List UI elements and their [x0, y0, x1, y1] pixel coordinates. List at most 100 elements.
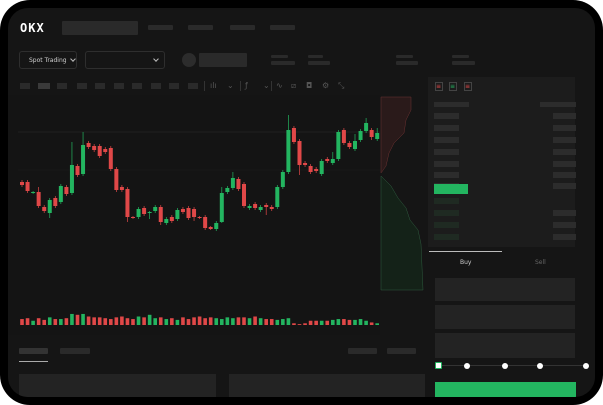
- orderbook-price[interactable]: [434, 149, 459, 155]
- filter-button[interactable]: [348, 348, 377, 354]
- nav-item[interactable]: [230, 25, 255, 30]
- ruler-icon[interactable]: ⧄: [291, 81, 297, 90]
- search-bar[interactable]: [62, 21, 138, 35]
- nav-item[interactable]: [188, 25, 213, 30]
- fullscreen-icon[interactable]: ⤡: [338, 81, 345, 90]
- interval-button[interactable]: [188, 83, 198, 89]
- indicator-icon[interactable]: ƒ: [245, 81, 248, 90]
- candle-body: [325, 159, 330, 161]
- orderbook-price[interactable]: [434, 137, 459, 143]
- chevron-down-icon[interactable]: ⌄: [227, 81, 234, 90]
- settings-icon[interactable]: ⚙: [322, 81, 330, 90]
- amount-slider-handle[interactable]: [435, 362, 442, 369]
- volume-bar: [214, 318, 219, 325]
- divider: [204, 81, 205, 91]
- interval-button[interactable]: [77, 83, 87, 89]
- interval-button[interactable]: [169, 83, 179, 89]
- orderbook-amount: [553, 149, 576, 155]
- stat-value: [396, 61, 418, 65]
- orderbook-price[interactable]: [434, 172, 459, 178]
- volume-bar: [92, 317, 96, 325]
- volume-bar: [147, 314, 152, 325]
- interval-button-active[interactable]: [38, 83, 50, 89]
- volume-bar: [286, 318, 291, 325]
- volume-bar: [319, 320, 324, 325]
- chevron-down-icon[interactable]: ⌄: [263, 81, 270, 90]
- nav-item[interactable]: [270, 25, 295, 30]
- volume-bar: [297, 324, 302, 325]
- candle-body: [247, 206, 252, 208]
- candle-body: [258, 207, 263, 210]
- orderbook-price[interactable]: [434, 113, 459, 119]
- orderbook-asks-icon[interactable]: ≡: [464, 82, 472, 91]
- volume-bar: [358, 319, 363, 325]
- slider-step-50[interactable]: [502, 363, 508, 369]
- volume-bar: [153, 318, 157, 325]
- orderbook-price[interactable]: [434, 234, 459, 240]
- volume-bar: [120, 316, 124, 325]
- interval-button[interactable]: [151, 83, 161, 89]
- orderbook-price[interactable]: [434, 125, 459, 131]
- interval-button[interactable]: [114, 83, 124, 89]
- volume-bar: [369, 322, 374, 325]
- volume-bar: [158, 317, 163, 325]
- slider-step-25[interactable]: [464, 363, 470, 369]
- candle-body: [364, 123, 369, 131]
- slider-step-75[interactable]: [537, 363, 543, 369]
- orderbook-bids-icon[interactable]: ≡: [449, 82, 457, 91]
- filter-button[interactable]: [387, 348, 416, 354]
- candle-body: [153, 207, 158, 211]
- volume-bar: [53, 319, 58, 325]
- candle-body: [264, 205, 269, 207]
- candle-body: [197, 217, 202, 218]
- candle-body: [175, 210, 180, 219]
- orderbook-both-icon[interactable]: ≡: [435, 82, 443, 91]
- orderbook-price[interactable]: [434, 210, 459, 216]
- orderbook-amount: [553, 137, 576, 143]
- candle-body: [369, 130, 374, 137]
- volume-bar: [364, 320, 368, 325]
- tab-order-history[interactable]: [60, 348, 90, 354]
- pair-dropdown[interactable]: [85, 51, 165, 69]
- sell-tab[interactable]: Sell: [535, 259, 546, 266]
- candle-body: [158, 207, 163, 222]
- last-price-highlight: [434, 184, 468, 194]
- interval-button[interactable]: [20, 83, 30, 89]
- amount-slider-track[interactable]: [438, 365, 588, 366]
- volume-bar: [236, 317, 241, 325]
- orderbook-amount: [553, 222, 576, 228]
- candle-type-icon[interactable]: ılı: [210, 81, 217, 90]
- candle-body: [286, 130, 291, 172]
- orderbook-price[interactable]: [434, 161, 459, 167]
- buy-button[interactable]: [435, 382, 576, 397]
- candle-body: [69, 165, 74, 193]
- candle-body: [341, 130, 346, 143]
- candle-body: [125, 189, 130, 217]
- okx-logo[interactable]: OKX: [20, 21, 45, 35]
- slider-step-100[interactable]: [583, 363, 589, 369]
- interval-button[interactable]: [95, 83, 105, 89]
- nav-item[interactable]: [148, 25, 173, 30]
- tab-open-orders[interactable]: [19, 348, 48, 354]
- orderbook-amount: [553, 234, 576, 240]
- stat-value: [308, 61, 330, 65]
- volume-bar: [225, 317, 230, 325]
- divider: [240, 81, 241, 91]
- buy-tab[interactable]: Buy: [460, 259, 472, 266]
- candle-body: [119, 187, 124, 190]
- camera-icon[interactable]: ◘: [306, 81, 313, 90]
- candle-body: [275, 187, 280, 207]
- orderbook-price[interactable]: [434, 198, 459, 204]
- orderbook-price[interactable]: [434, 222, 459, 228]
- total-input[interactable]: [435, 333, 575, 358]
- amount-input[interactable]: [435, 305, 575, 329]
- interval-button[interactable]: [57, 83, 67, 89]
- line-tool-icon[interactable]: ∿: [276, 81, 283, 90]
- volume-bar: [375, 323, 379, 325]
- interval-button[interactable]: [132, 83, 142, 89]
- volume-bar: [269, 319, 274, 325]
- market-type-dropdown[interactable]: Spot Trading: [19, 51, 77, 69]
- market-type-label: Spot Trading: [29, 56, 67, 64]
- volume-bar: [109, 319, 113, 325]
- price-input[interactable]: [435, 278, 575, 301]
